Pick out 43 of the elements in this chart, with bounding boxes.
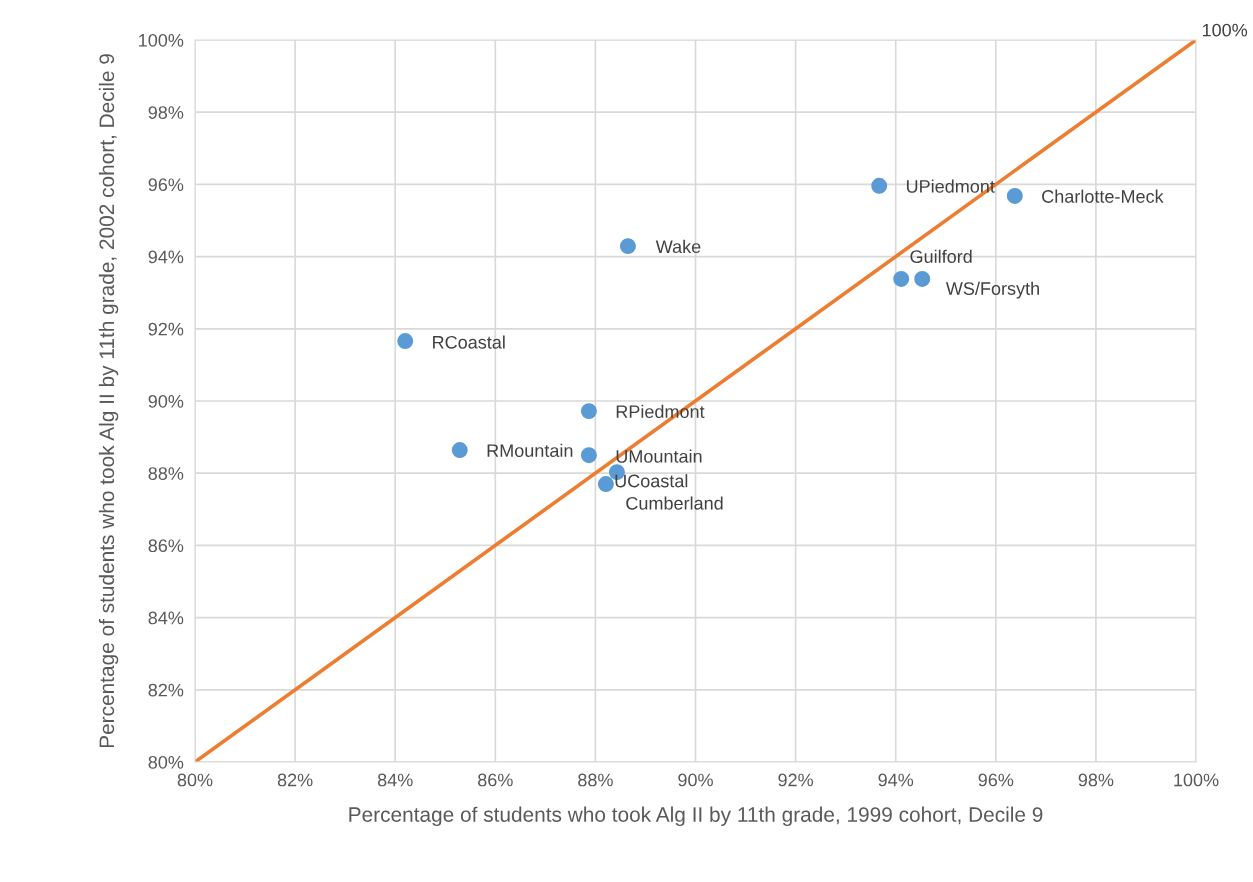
annotation: Charlotte-Meck [1042, 189, 1164, 203]
annotation: Guilford [910, 249, 972, 263]
annotation: 100% [1202, 23, 1248, 37]
x-tick-label: 94% [878, 773, 914, 787]
x-tick-label: 92% [778, 773, 814, 787]
x-tick-label: 90% [678, 773, 713, 787]
x-tick-label: 84% [377, 773, 413, 787]
point [451, 442, 468, 459]
y-tick-label: 86% [148, 539, 184, 553]
x-tick-label: 82% [277, 773, 313, 787]
point [580, 403, 597, 420]
y-axis-title: Percentage of students who took Alg II by 11th grade, 2002 cohort, Decile 9 [98, 54, 119, 748]
y-tick-label: 88% [148, 467, 184, 480]
point [1006, 187, 1023, 204]
y-tick-label: 94% [148, 250, 184, 264]
point [893, 271, 910, 287]
annotation: RCoastal [433, 335, 505, 349]
x-tick-label: 100% [1174, 773, 1219, 787]
annotation: RMountain [487, 443, 573, 458]
annotation: Cumberland [626, 496, 723, 510]
point [397, 333, 414, 350]
x-axis-title: Percentage of students who took Alg II by 11th grade, 1999 cohort, Decile 9 [349, 806, 1043, 827]
point [597, 476, 614, 493]
x-tick-label: 88% [578, 773, 613, 787]
y-tick-label: 82% [148, 683, 184, 697]
y-tick-label: 84% [148, 611, 184, 625]
y-tick-label: 98% [148, 106, 184, 119]
annotation: Wake [655, 239, 701, 254]
y-tick-label: 92% [148, 322, 184, 336]
x-tick-label: 86% [478, 773, 513, 787]
point [619, 238, 636, 255]
point [871, 177, 888, 194]
y-tick-label: 90% [148, 394, 184, 408]
x-tick-label: 98% [1078, 773, 1114, 787]
annotation: WS/Forsyth [945, 281, 1039, 299]
y-tick-label: 80% [148, 755, 184, 769]
annotation: UCoastal [615, 474, 688, 488]
point [914, 271, 931, 287]
y-tick-label: 100% [139, 33, 184, 47]
point [580, 447, 597, 464]
x-tick-label: 96% [978, 773, 1014, 787]
y-tick-label: 96% [148, 178, 184, 192]
x-tick-label: 80% [177, 773, 213, 787]
